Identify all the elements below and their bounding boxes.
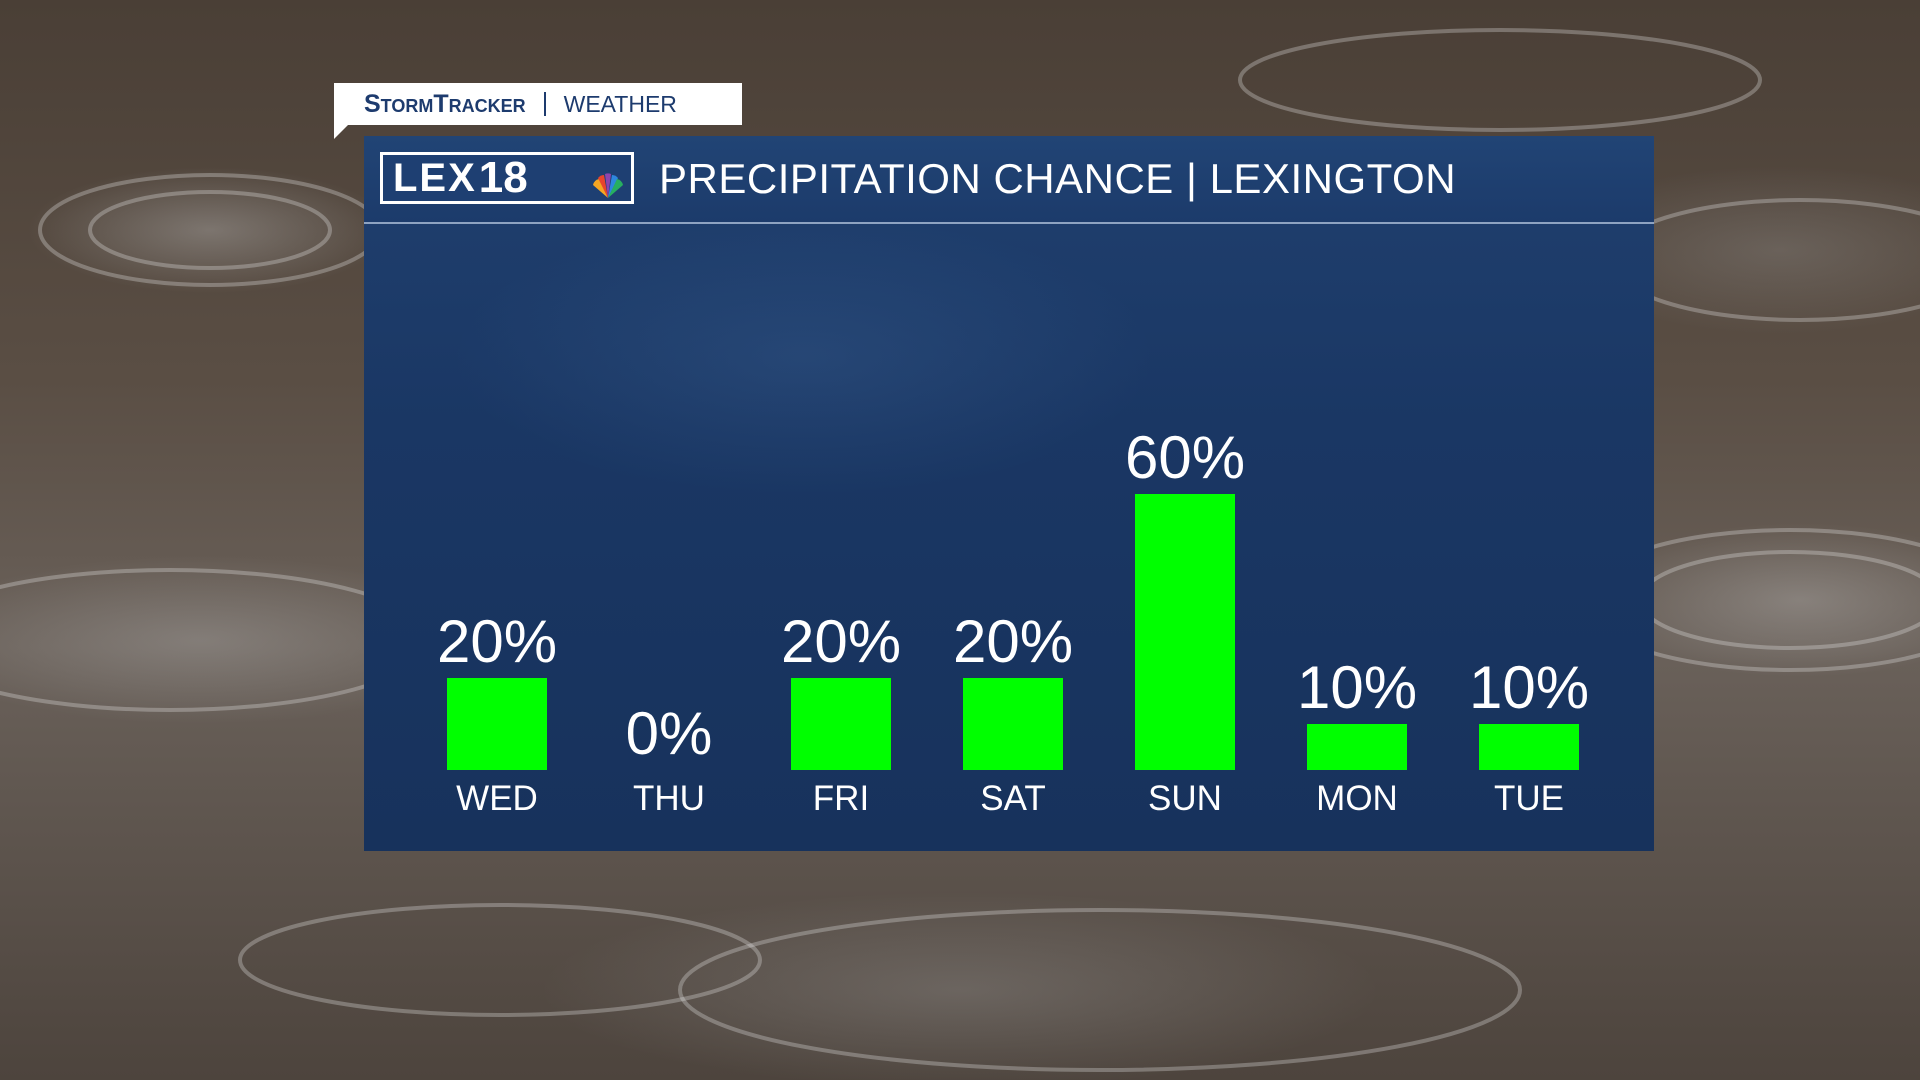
logo-number: 18 — [478, 153, 528, 202]
day-label-sat: SAT — [980, 779, 1045, 818]
value-label-sat: 20% — [953, 608, 1073, 675]
value-label-fri: 20% — [781, 608, 901, 675]
page-title: PRECIPITATION CHANCE | LEXINGTON — [659, 155, 1457, 202]
bar-wed — [447, 678, 547, 770]
panel-header: LEX 18 PRECIPITATION CHANCE | LEXINGTON — [364, 136, 1654, 224]
value-label-mon: 10% — [1297, 654, 1417, 721]
day-label-tue: TUE — [1494, 779, 1564, 818]
logo-text: LEX — [393, 156, 477, 200]
value-label-wed: 20% — [437, 608, 557, 675]
day-label-wed: WED — [456, 779, 538, 818]
forecast-panel: LEX 18 PRECIPITATION CHANCE | LEXINGTON … — [364, 136, 1654, 851]
bar-sun — [1135, 494, 1235, 770]
tab-divider — [543, 92, 546, 116]
bar-sat — [963, 678, 1063, 770]
precipitation-bar-chart: 20% WED 0% THU 20% FRI 20% SAT 60% SUN 10% MON 10% TU… — [437, 424, 1589, 818]
day-label-mon: MON — [1316, 779, 1398, 818]
bar-mon — [1307, 724, 1407, 770]
value-label-tue: 10% — [1469, 654, 1589, 721]
bar-tue — [1479, 724, 1579, 770]
stormtracker-brand: StormTracker — [364, 89, 526, 118]
bar-fri — [791, 678, 891, 770]
value-label-sun: 60% — [1125, 424, 1245, 491]
day-label-fri: FRI — [813, 779, 869, 818]
day-label-thu: THU — [633, 779, 705, 818]
stormtracker-weather-tab: StormTracker WEATHER — [334, 83, 742, 139]
lex18-logo: LEX 18 — [380, 152, 634, 204]
day-label-sun: SUN — [1148, 779, 1222, 818]
value-label-thu: 0% — [626, 700, 713, 767]
nbc-peacock-icon — [593, 173, 623, 198]
weather-label: WEATHER — [563, 90, 677, 117]
